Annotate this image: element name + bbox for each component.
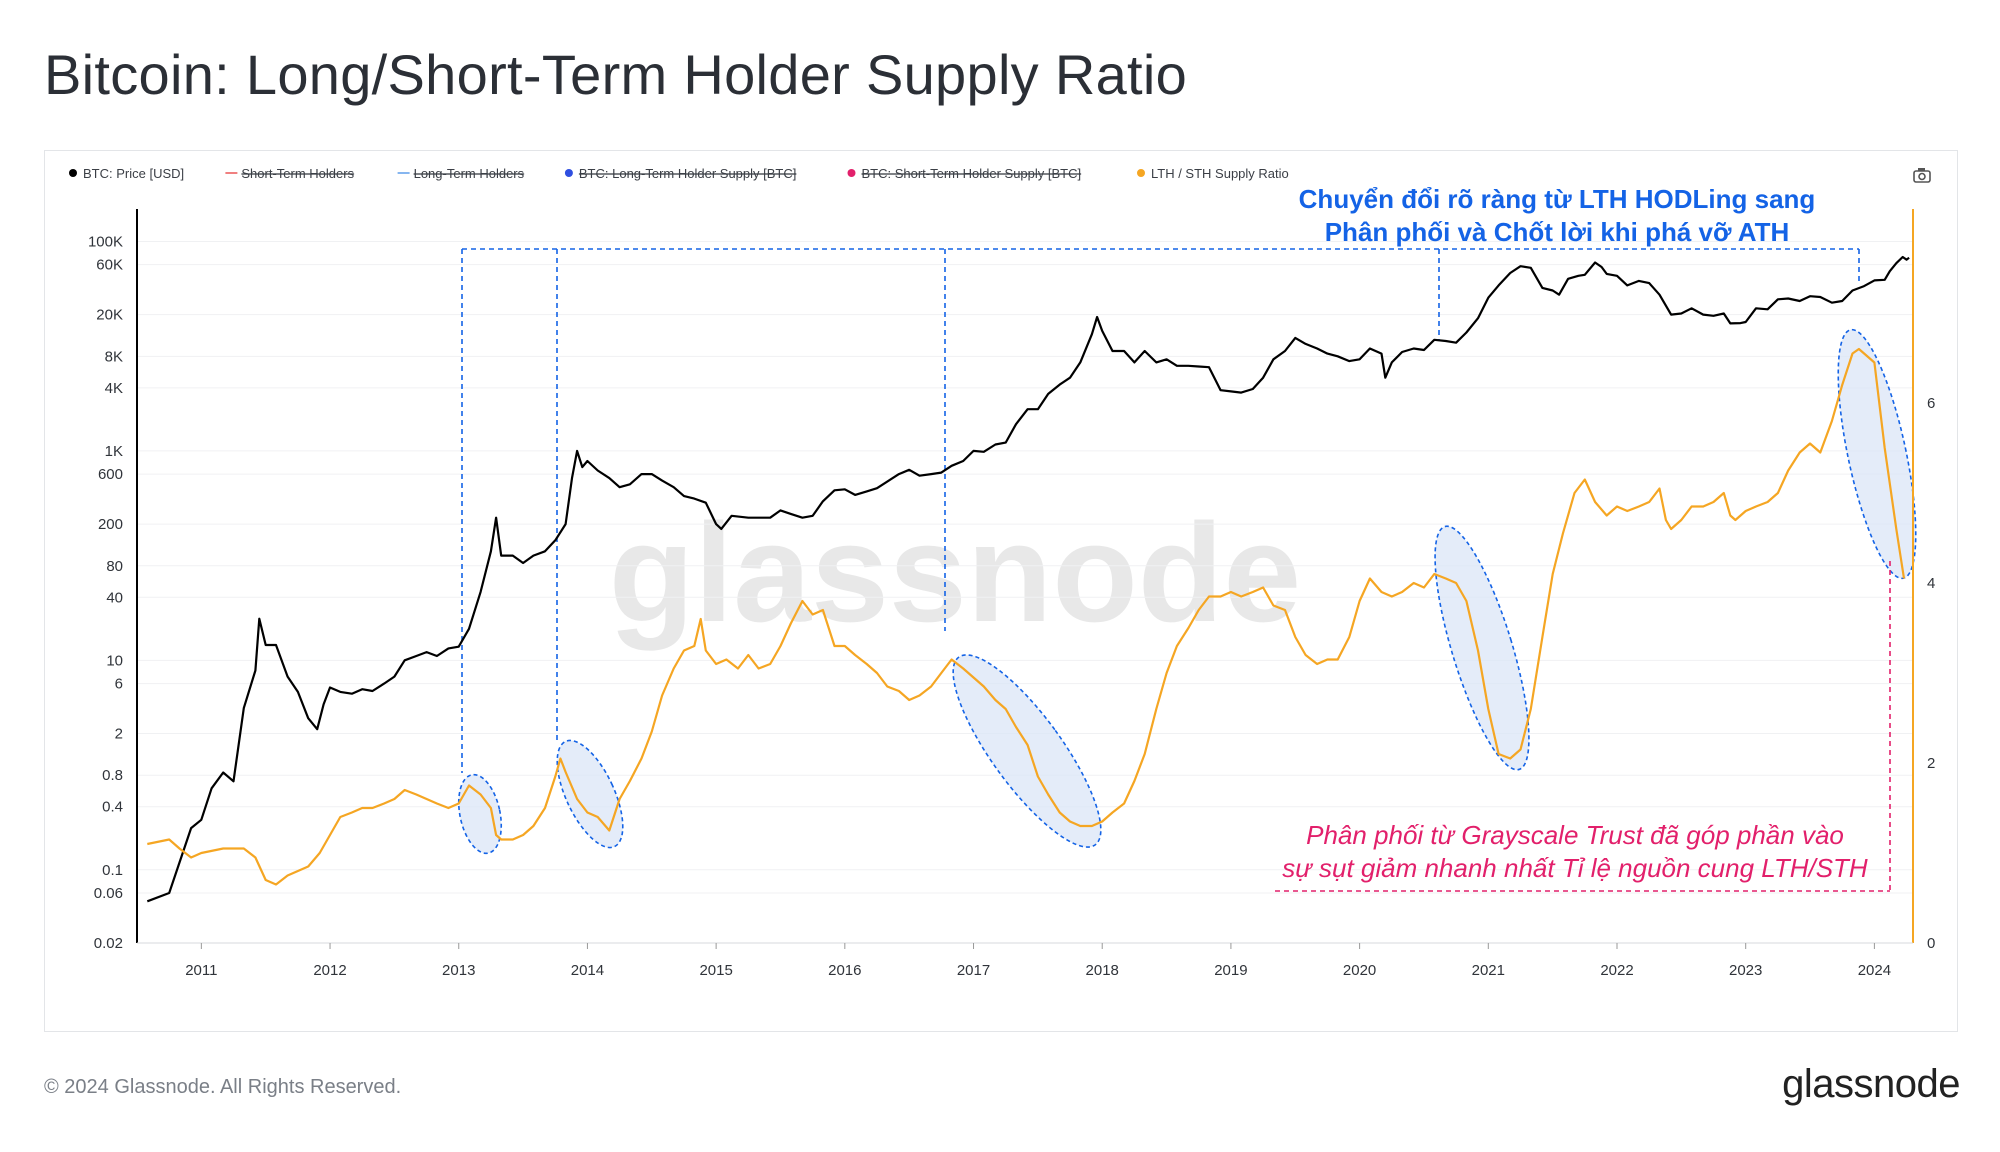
pink-annotation-line: Phân phối từ Grayscale Trust đã góp phần… xyxy=(1306,820,1844,850)
blue-annotation-line: Phân phối và Chốt lời khi phá vỡ ATH xyxy=(1325,217,1790,247)
y-left-tick-label: 20K xyxy=(96,307,123,324)
y-left-tick-label: 2 xyxy=(115,726,123,743)
legend-label: BTC: Long-Term Holder Supply [BTC] xyxy=(579,166,796,181)
y-left-tick-label: 80 xyxy=(106,558,123,575)
highlight-ellipse xyxy=(556,739,624,849)
legend-dot-icon xyxy=(847,169,856,177)
highlight-ellipse xyxy=(1434,525,1530,771)
x-tick-label: 2012 xyxy=(313,962,346,979)
x-tick-label: 2011 xyxy=(185,962,217,979)
y-left-tick-label: 6 xyxy=(115,676,123,693)
y-right-tick-label: 4 xyxy=(1927,575,1935,592)
highlight-ellipse xyxy=(1837,328,1917,580)
y-left-tick-label: 0.02 xyxy=(94,935,123,952)
watermark: glassnode xyxy=(609,494,1301,651)
x-tick-label: 2022 xyxy=(1600,962,1633,979)
legend-item[interactable]: Short-Term Holders xyxy=(225,166,355,181)
y-left-tick-label: 1K xyxy=(105,443,123,460)
y-right-tick-label: 0 xyxy=(1927,935,1935,952)
y-left-tick-label: 4K xyxy=(105,380,123,397)
x-tick-label: 2018 xyxy=(1086,962,1119,979)
y-left-tick-label: 0.1 xyxy=(102,862,123,879)
glassnode-logo[interactable]: glassnode xyxy=(1782,1062,1960,1106)
lth-sth-ratio-line xyxy=(147,347,1906,886)
x-tick-label: 2015 xyxy=(699,962,732,979)
y-left-tick-label: 0.8 xyxy=(102,767,123,784)
y-left-tick-label: 8K xyxy=(105,348,123,365)
x-tick-label: 2014 xyxy=(571,962,604,979)
x-tick-label: 2020 xyxy=(1343,962,1376,979)
y-left-tick-label: 10 xyxy=(106,652,123,669)
y-left-tick-label: 60K xyxy=(96,257,123,274)
x-tick-label: 2017 xyxy=(957,962,990,979)
chart-svg: glassnode 100K60K20K8K4K1K60020080401062… xyxy=(69,166,1935,979)
y-right-tick-label: 6 xyxy=(1927,395,1935,412)
y-left-tick-label: 600 xyxy=(98,466,123,483)
y-left-tick-label: 0.06 xyxy=(94,885,123,902)
legend-item[interactable]: Long-Term Holders xyxy=(397,166,525,181)
legend-item[interactable]: LTH / STH Supply Ratio xyxy=(1137,166,1289,181)
legend-dot-icon xyxy=(564,169,573,177)
footer-copyright: © 2024 Glassnode. All Rights Reserved. xyxy=(44,1076,402,1098)
btc-price-line xyxy=(146,255,1910,903)
pink-annotation-line: sự sụt giảm nhanh nhất Tỉ lệ nguồn cung … xyxy=(1282,853,1868,883)
legend-dot-icon xyxy=(1137,169,1145,177)
y-left-tick-label: 100K xyxy=(88,233,123,250)
legend-item[interactable]: BTC: Long-Term Holder Supply [BTC] xyxy=(564,166,796,181)
x-tick-label: 2024 xyxy=(1858,962,1891,979)
y-left-tick-label: 0.4 xyxy=(102,799,123,816)
legend-label: Short-Term Holders xyxy=(241,166,354,181)
highlight-ellipse xyxy=(457,773,503,855)
x-tick-label: 2013 xyxy=(442,962,475,979)
y-left-tick-label: 200 xyxy=(98,516,123,533)
legend-item[interactable]: BTC: Price [USD] xyxy=(69,166,184,181)
x-tick-label: 2019 xyxy=(1214,962,1247,979)
page-title: Bitcoin: Long/Short-Term Holder Supply R… xyxy=(44,43,1188,106)
highlight-ellipse xyxy=(952,654,1102,848)
legend-label: Long-Term Holders xyxy=(414,166,525,181)
legend-label: BTC: Price [USD] xyxy=(83,166,184,181)
chart-frame: glassnode 100K 60K 20K 8K 4K 1K 600 200 80 40 10 6 2… xyxy=(44,150,1958,1032)
legend-dot-icon xyxy=(69,169,77,177)
legend-item[interactable]: BTC: Short-Term Holder Supply [BTC] xyxy=(847,166,1082,181)
y-right-tick-label: 2 xyxy=(1927,755,1935,772)
camera-icon[interactable] xyxy=(1913,168,1931,183)
legend-label: BTC: Short-Term Holder Supply [BTC] xyxy=(862,166,1082,181)
x-tick-label: 2016 xyxy=(828,962,861,979)
blue-annotation-line: Chuyển đổi rõ ràng từ LTH HODLing sang xyxy=(1299,184,1816,214)
legend-label: LTH / STH Supply Ratio xyxy=(1151,166,1289,181)
x-tick-label: 2021 xyxy=(1472,962,1505,979)
y-left-tick-label: 40 xyxy=(106,589,123,606)
x-tick-label: 2023 xyxy=(1729,962,1762,979)
